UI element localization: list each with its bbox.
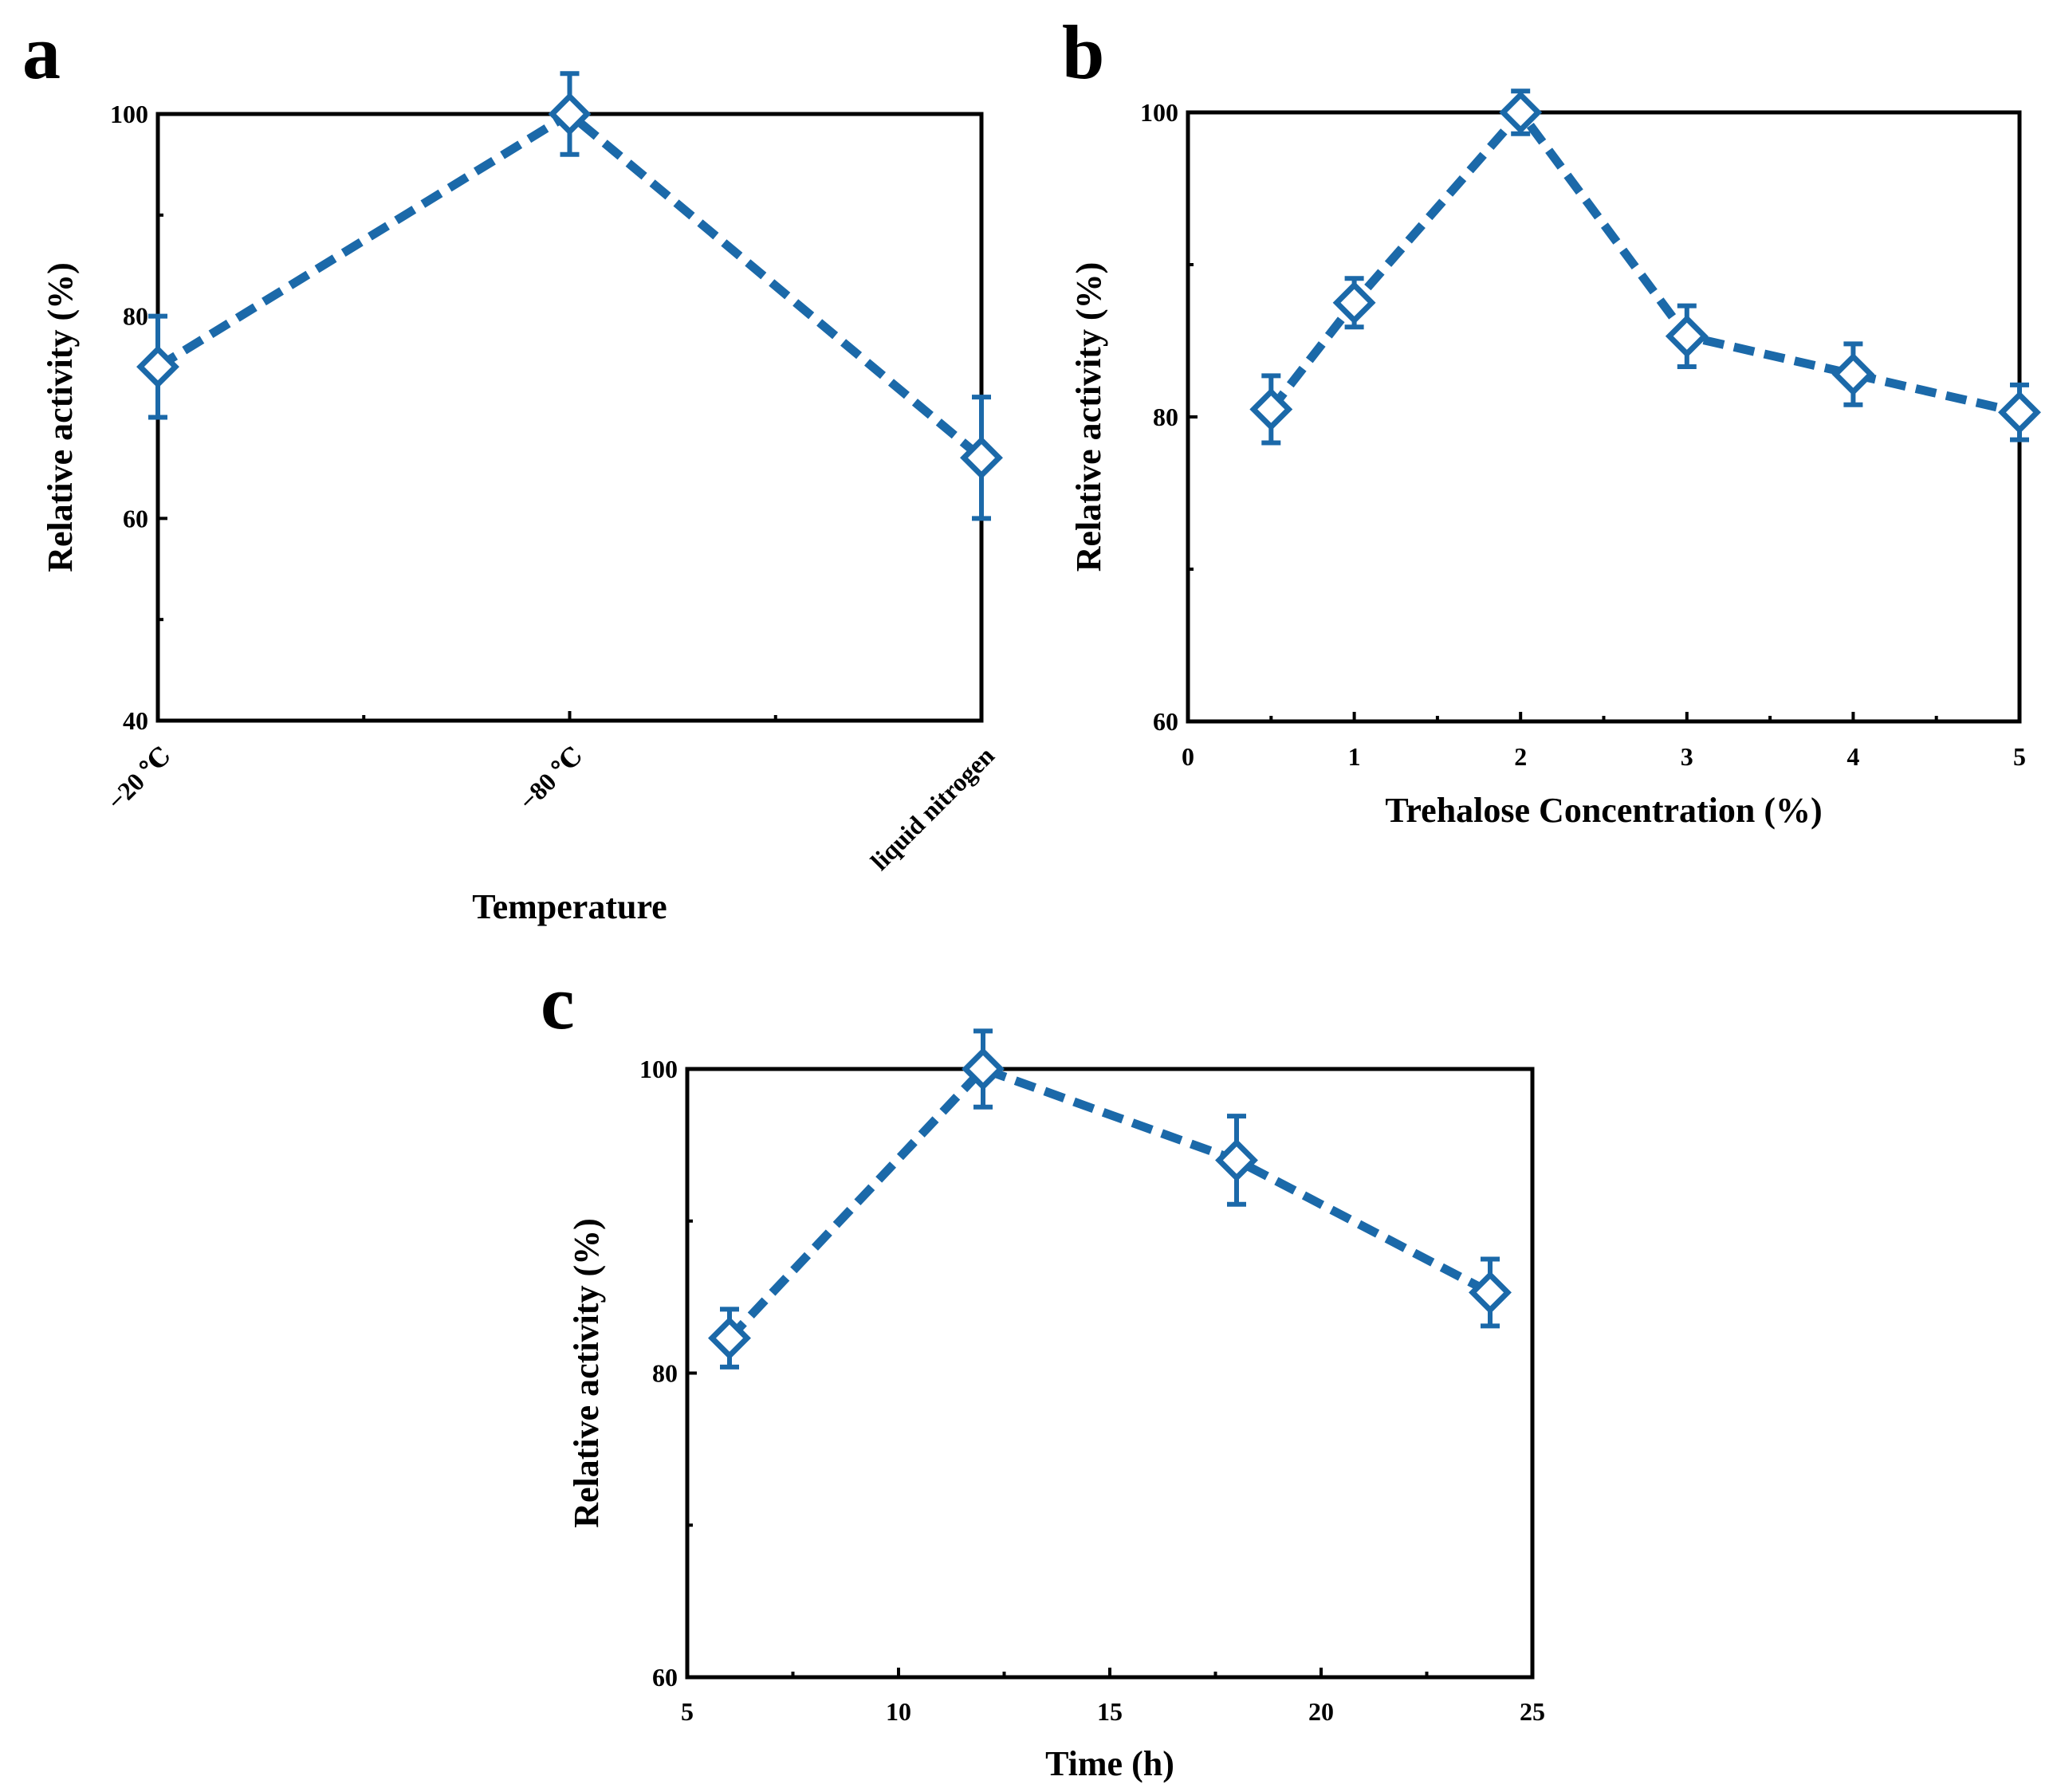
x-tick-label: 4	[1847, 742, 1859, 771]
x-tick-label: 3	[1681, 742, 1693, 771]
y-tick-label: 60	[123, 504, 148, 532]
series-line	[1267, 105, 2021, 417]
x-tick-label: 20	[1308, 1697, 1334, 1726]
data-point-marker	[1469, 1271, 1512, 1315]
x-tick-label: 15	[1097, 1697, 1123, 1726]
data-point-marker	[548, 92, 592, 136]
x-tick-label: 5	[681, 1697, 694, 1726]
series-line	[726, 1063, 1493, 1342]
data-point-marker	[1665, 314, 1709, 358]
panel-letter: c	[541, 960, 575, 1045]
data-point-marker	[1998, 391, 2041, 434]
y-tick-label: 100	[110, 100, 148, 128]
x-tick-label: 5	[2013, 742, 2026, 771]
x-tick-label: 1	[1348, 742, 1361, 771]
y-tick-label: 60	[652, 1663, 678, 1692]
data-point-marker	[1499, 91, 1543, 134]
data-point-marker	[1249, 387, 1293, 431]
panel-c: c 60 80 100 5 10 15 20 25 Time (h) Relative activi…	[541, 960, 1545, 1783]
y-tick-label: 80	[1153, 403, 1178, 431]
y-axis-title: Relative activity (%)	[1069, 262, 1108, 572]
y-tick-label: 60	[1153, 707, 1178, 736]
x-axis-title: Time (h)	[1045, 1744, 1174, 1783]
data-point-marker	[960, 436, 1003, 480]
panel-letter: a	[22, 10, 61, 95]
y-tick-label: 100	[1140, 98, 1178, 127]
x-tick-label: 10	[886, 1697, 911, 1726]
data-point-marker	[136, 345, 179, 389]
data-point-marker	[1831, 352, 1875, 396]
data-point-marker	[708, 1316, 751, 1360]
x-tick-label: 2	[1514, 742, 1527, 771]
x-tick-label: 0	[1182, 742, 1194, 771]
y-axis-title: Relative activity (%)	[567, 1218, 606, 1528]
data-point-marker	[962, 1047, 1005, 1091]
panel-letter: b	[1062, 10, 1104, 95]
x-axis-title: Temperature	[472, 887, 667, 926]
y-tick-label: 80	[123, 302, 148, 331]
panel-b: b 60 80 100 0 1 2 3 4 5 Trehalose Concentration (%…	[1062, 10, 2041, 830]
x-tick-label: 25	[1520, 1697, 1545, 1726]
data-point-marker	[1332, 281, 1376, 324]
y-axis-title: Relative activity (%)	[41, 262, 80, 572]
y-tick-label: 40	[123, 706, 148, 735]
y-tick-label: 100	[639, 1055, 678, 1083]
y-tick-label: 80	[652, 1359, 678, 1388]
data-point-marker	[1215, 1138, 1258, 1182]
x-axis-title: Trehalose Concentration (%)	[1385, 791, 1822, 830]
